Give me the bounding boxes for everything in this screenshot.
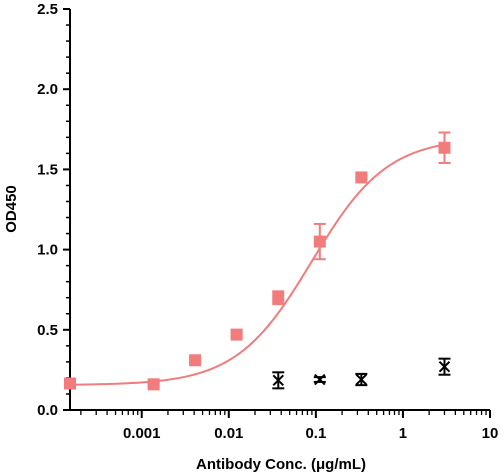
x-marker-stroke xyxy=(438,360,451,373)
axes xyxy=(69,9,490,411)
x-marker-stroke xyxy=(314,373,326,386)
y-tick-label: 2.0 xyxy=(37,81,58,98)
fit-curve-layer xyxy=(69,143,445,386)
fit-curve xyxy=(69,143,445,386)
data-points-layer xyxy=(64,131,451,391)
x-tick-label: 0.01 xyxy=(214,425,243,442)
y-ticks: 0.0 0.5 1.0 1.5 2.0 2.5 xyxy=(37,1,70,419)
x-tick-label: 10 xyxy=(482,425,499,442)
y-tick-label: 2.5 xyxy=(37,1,58,18)
data-point-square xyxy=(64,377,76,390)
x-tick-label: 1 xyxy=(399,425,407,442)
data-point-x xyxy=(272,374,284,387)
data-point-square xyxy=(230,328,243,341)
x-tick-label: 0.001 xyxy=(123,425,161,442)
data-point-x xyxy=(314,373,326,386)
data-point-square xyxy=(438,141,451,154)
data-point-x xyxy=(438,360,451,373)
y-tick-label: 1.5 xyxy=(37,161,58,178)
data-point-square xyxy=(189,354,202,367)
y-axis-label: OD450 xyxy=(3,185,20,233)
x-ticks: 0.001 0.01 0.1 1 10 xyxy=(80,410,499,442)
data-point-x xyxy=(355,373,368,386)
data-point-square xyxy=(147,378,160,391)
data-point-square xyxy=(272,291,285,304)
data-point-square xyxy=(313,235,326,248)
x-marker-stroke xyxy=(272,374,284,387)
x-tick-label: 0.1 xyxy=(305,425,326,442)
y-tick-label: 1.0 xyxy=(37,242,58,259)
x-axis-label: Antibody Conc. (μg/mL) xyxy=(196,456,366,473)
data-point-square xyxy=(355,171,368,184)
y-tick-label: 0.5 xyxy=(37,322,58,339)
y-tick-label: 0.0 xyxy=(37,402,58,419)
x-marker-stroke xyxy=(355,373,368,386)
